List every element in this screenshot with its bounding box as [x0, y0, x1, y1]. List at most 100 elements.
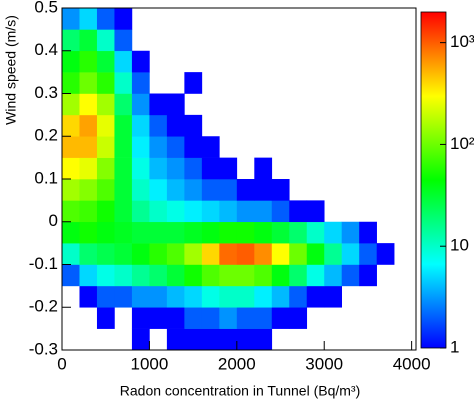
heat-cell — [131, 264, 150, 287]
heat-cell — [201, 136, 220, 158]
heat-cell — [79, 72, 98, 94]
heat-cell — [114, 136, 133, 158]
heat-cell — [149, 200, 168, 223]
heat-cell — [219, 328, 238, 351]
heat-cell — [254, 221, 273, 244]
heat-cell — [184, 136, 203, 158]
heat-cell — [96, 72, 115, 94]
heat-cell — [271, 285, 290, 308]
heat-cell — [79, 157, 98, 180]
heat-cell — [166, 179, 185, 201]
heat-cell — [149, 114, 168, 137]
heat-cell — [114, 8, 133, 30]
heat-cell — [201, 200, 220, 223]
heat-cell — [149, 179, 168, 201]
heat-cell — [289, 307, 308, 329]
heat-cell — [219, 221, 238, 244]
heat-cell — [201, 307, 220, 329]
color-bar — [420, 11, 447, 349]
heat-cell — [271, 179, 290, 201]
heat-cell — [184, 285, 203, 308]
y-axis-title: Wind speed (m/s) — [3, 15, 19, 125]
heat-cell — [131, 243, 150, 265]
heat-cell — [62, 179, 80, 201]
heat-cell — [184, 243, 203, 265]
heat-cell — [184, 200, 203, 223]
heat-cell — [114, 243, 133, 265]
heat-cell — [271, 307, 290, 329]
heat-cell — [166, 307, 185, 329]
heat-cell — [254, 200, 273, 223]
heat-cell — [114, 200, 133, 223]
heat-cell — [149, 307, 168, 329]
heat-cell — [289, 243, 308, 265]
z-tick-label: 10² — [450, 134, 474, 153]
heat-cell — [219, 243, 238, 265]
heat-cell — [306, 264, 325, 287]
heat-cell — [306, 200, 325, 223]
y-tick-label: -0.3 — [29, 339, 58, 358]
heat-cell — [79, 8, 98, 30]
heat-cell — [219, 307, 238, 329]
heat-cell — [79, 114, 98, 137]
heat-cell — [184, 264, 203, 287]
heat-cell — [236, 200, 255, 223]
heat-cell — [79, 50, 98, 73]
heat-cell — [236, 243, 255, 265]
heat-cell — [79, 179, 98, 201]
heat-cell — [96, 179, 115, 201]
heat-cell — [62, 50, 80, 73]
heat-cell — [289, 221, 308, 244]
heat-cell — [184, 328, 203, 351]
heat-cell — [79, 264, 98, 287]
heat-cell — [166, 285, 185, 308]
heat-cell — [219, 179, 238, 201]
heat-cell — [236, 179, 255, 201]
heat-cell — [62, 243, 80, 265]
heat-cell — [306, 243, 325, 265]
heat-cell — [131, 307, 150, 329]
heat-cell — [271, 264, 290, 287]
heat-cell — [131, 157, 150, 180]
x-tick-label: 1000 — [130, 354, 168, 373]
heat-cell — [359, 221, 377, 244]
heat-cell — [184, 307, 203, 329]
heat-cell — [184, 221, 203, 244]
heat-cell — [131, 114, 150, 137]
heat-cell — [236, 307, 255, 329]
heat-cell — [114, 157, 133, 180]
heat-cell — [62, 72, 80, 94]
heat-cell — [79, 200, 98, 223]
heat-cell — [131, 93, 150, 116]
heat-cell — [96, 264, 115, 287]
heat-cell — [201, 157, 220, 180]
y-tick-label: 0.4 — [34, 40, 58, 59]
heat-cell — [114, 29, 133, 52]
heat-cell — [271, 221, 290, 244]
heat-cell — [131, 136, 150, 158]
heat-cell — [306, 285, 325, 308]
heat-cell — [219, 285, 238, 308]
heat-cell — [254, 264, 273, 287]
heat-cell — [376, 243, 395, 265]
heat-cell — [166, 136, 185, 158]
heat-cell — [96, 157, 115, 180]
heat-cell — [166, 200, 185, 223]
y-tick-label: -0.2 — [29, 297, 58, 316]
y-tick-label: -0.1 — [29, 254, 58, 273]
heat-cell — [289, 264, 308, 287]
heat-cell — [166, 114, 185, 137]
heat-cell — [114, 179, 133, 201]
heat-cell — [62, 264, 80, 287]
heat-cell — [114, 72, 133, 94]
heat-cell — [201, 221, 220, 244]
heat-cell — [62, 200, 80, 223]
heat-cell — [114, 50, 133, 73]
heat-cell — [79, 29, 98, 52]
heat-cell — [166, 157, 185, 180]
heat-cell — [236, 285, 255, 308]
heat-cell — [149, 157, 168, 180]
heat-cell — [149, 243, 168, 265]
heat-cell — [359, 243, 377, 265]
